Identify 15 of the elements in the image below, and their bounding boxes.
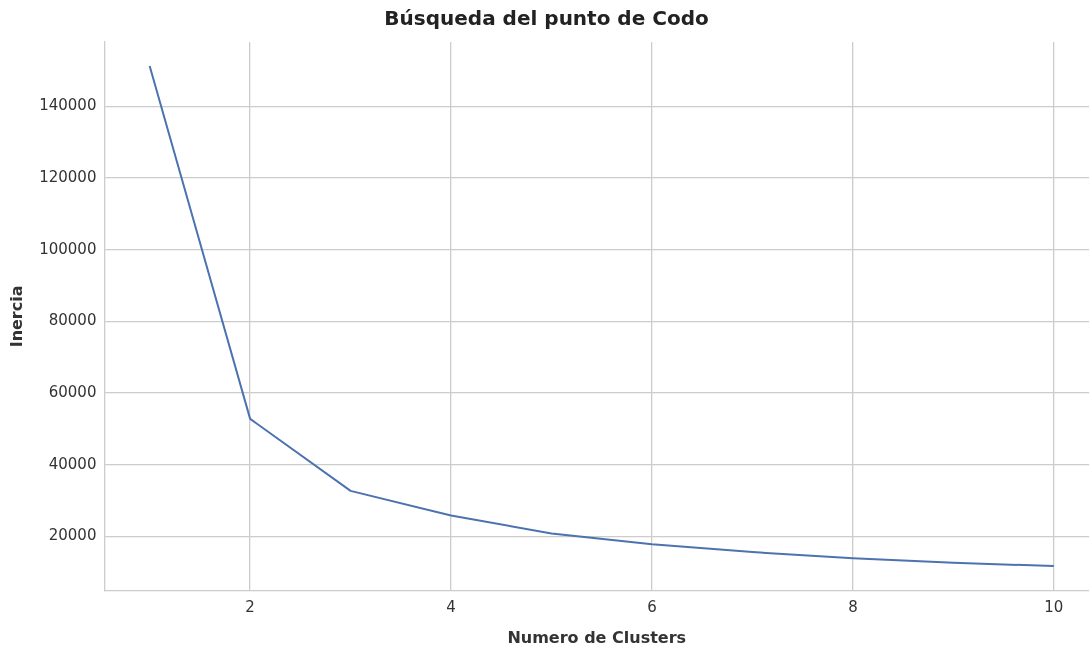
y-axis-title: Inercia	[6, 285, 26, 348]
y-tick-label: 80000	[48, 311, 97, 330]
x-tick-label: 4	[446, 597, 456, 616]
x-tick-label: 6	[647, 597, 657, 616]
y-tick-label: 100000	[39, 239, 97, 258]
y-tick-label: 60000	[48, 382, 97, 401]
chart-title: Búsqueda del punto de Codo	[384, 6, 709, 31]
y-tick-label: 20000	[48, 526, 97, 545]
x-tick-label: 2	[245, 597, 255, 616]
y-tick-label: 40000	[48, 454, 97, 473]
y-tick-label: 140000	[39, 96, 97, 115]
y-tick-label: 120000	[39, 168, 97, 187]
x-tick-label: 10	[1044, 597, 1064, 616]
x-axis-title: Numero de Clusters	[507, 627, 687, 647]
x-tick-label: 8	[848, 597, 858, 616]
